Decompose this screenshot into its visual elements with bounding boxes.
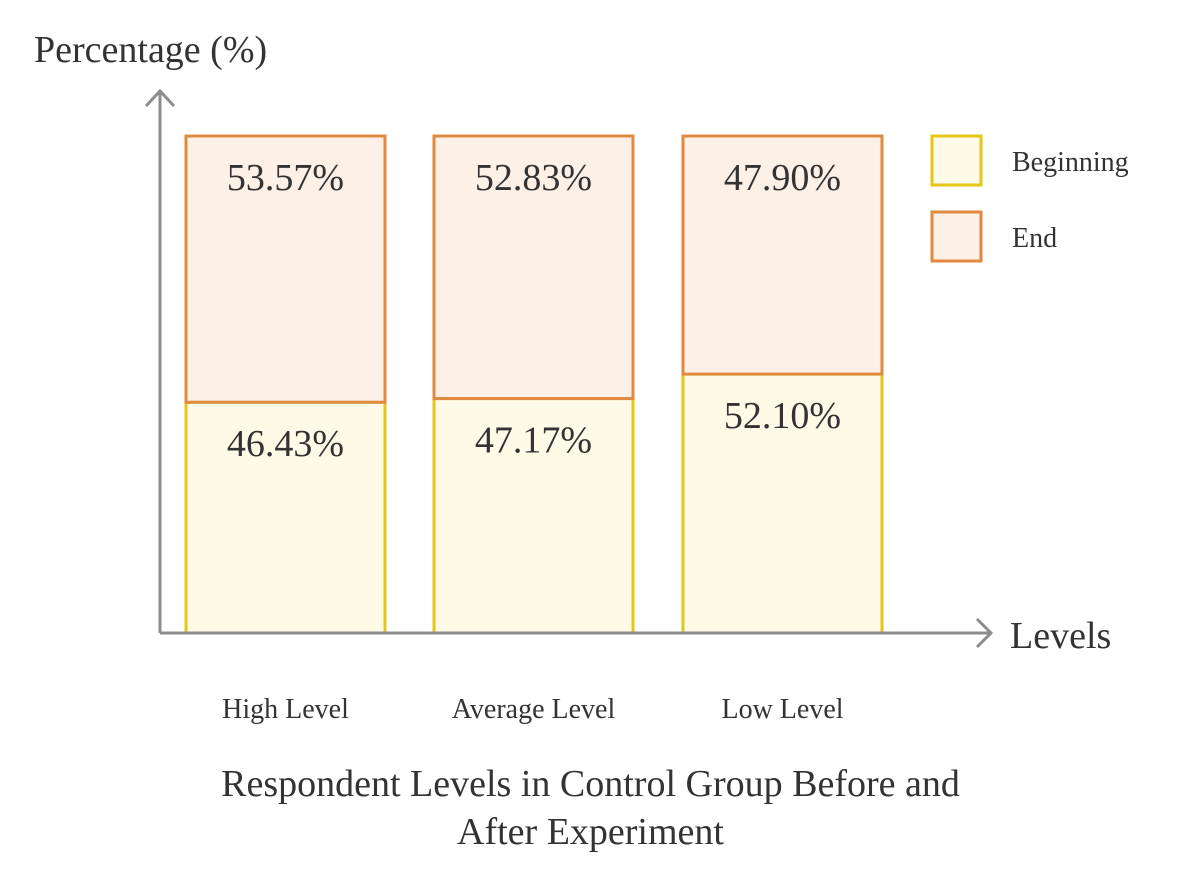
x-tick-label-2: Low Level bbox=[721, 694, 843, 725]
data-label-end-1: 52.83% bbox=[475, 157, 592, 199]
y-axis-title: Percentage (%) bbox=[34, 29, 267, 71]
labels-group: 46.43% 53.57% High Level 47.17% 52.83% Averag… bbox=[34, 29, 1111, 725]
legend: Beginning End bbox=[930, 134, 1129, 263]
legend-label-end: End bbox=[1012, 223, 1057, 254]
chart-title-line-2: After Experiment bbox=[457, 811, 724, 853]
data-label-beginning-2: 52.10% bbox=[724, 395, 841, 437]
legend-swatch-beginning bbox=[930, 134, 983, 187]
data-label-beginning-0: 46.43% bbox=[227, 423, 344, 465]
y-axis-arrow-icon bbox=[144, 88, 176, 108]
x-axis-title: Levels bbox=[1010, 615, 1111, 657]
data-label-end-2: 47.90% bbox=[724, 157, 841, 199]
legend-label-beginning: Beginning bbox=[1012, 147, 1129, 178]
legend-swatch-end bbox=[930, 210, 983, 263]
bars-group bbox=[184, 134, 884, 635]
x-tick-label-1: Average Level bbox=[452, 694, 616, 725]
bar-beginning-2 bbox=[681, 372, 884, 635]
bar-end-1 bbox=[432, 134, 635, 401]
bar-end-2 bbox=[681, 134, 884, 376]
x-axis-arrow-icon bbox=[975, 617, 994, 649]
x-tick-label-0: High Level bbox=[222, 694, 349, 725]
data-label-beginning-1: 47.17% bbox=[475, 420, 592, 462]
chart-title-line-1: Respondent Levels in Control Group Befor… bbox=[221, 763, 960, 805]
bar-beginning-0 bbox=[184, 400, 387, 635]
axes-group bbox=[144, 88, 994, 649]
data-label-end-0: 53.57% bbox=[227, 157, 344, 199]
bar-end-0 bbox=[184, 134, 387, 404]
